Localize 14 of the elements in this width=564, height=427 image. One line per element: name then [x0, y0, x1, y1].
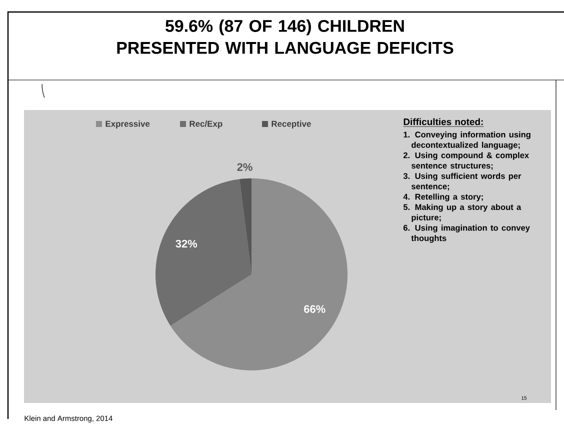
- legend-label: Receptive: [272, 120, 311, 128]
- text: 4. Retelling a story;: [403, 194, 483, 202]
- data-label: 2%: [237, 163, 252, 171]
- text: 6. Using imagination to convey thoughts: [404, 224, 530, 243]
- text: 2. Using compound & complex sentence structures;: [403, 152, 529, 170]
- text: 1. Conveying information using decontextualized language;: [404, 131, 530, 150]
- legend-label: Expressive: [106, 120, 150, 128]
- data-label: 66%: [304, 305, 326, 313]
- text: Difficulties noted:: [404, 118, 483, 126]
- text: 3. Using sufficient words per sentence;: [403, 172, 522, 191]
- data-label: 32%: [176, 240, 198, 248]
- chart-title: 59.6% (87 OF 146) CHILDREN PRESENTED WITH LANGUAGE DEFICITS: [117, 20, 454, 54]
- legend-label: Rec/Exp: [190, 120, 222, 128]
- text: 5. Making up a story about a picture;: [403, 204, 522, 222]
